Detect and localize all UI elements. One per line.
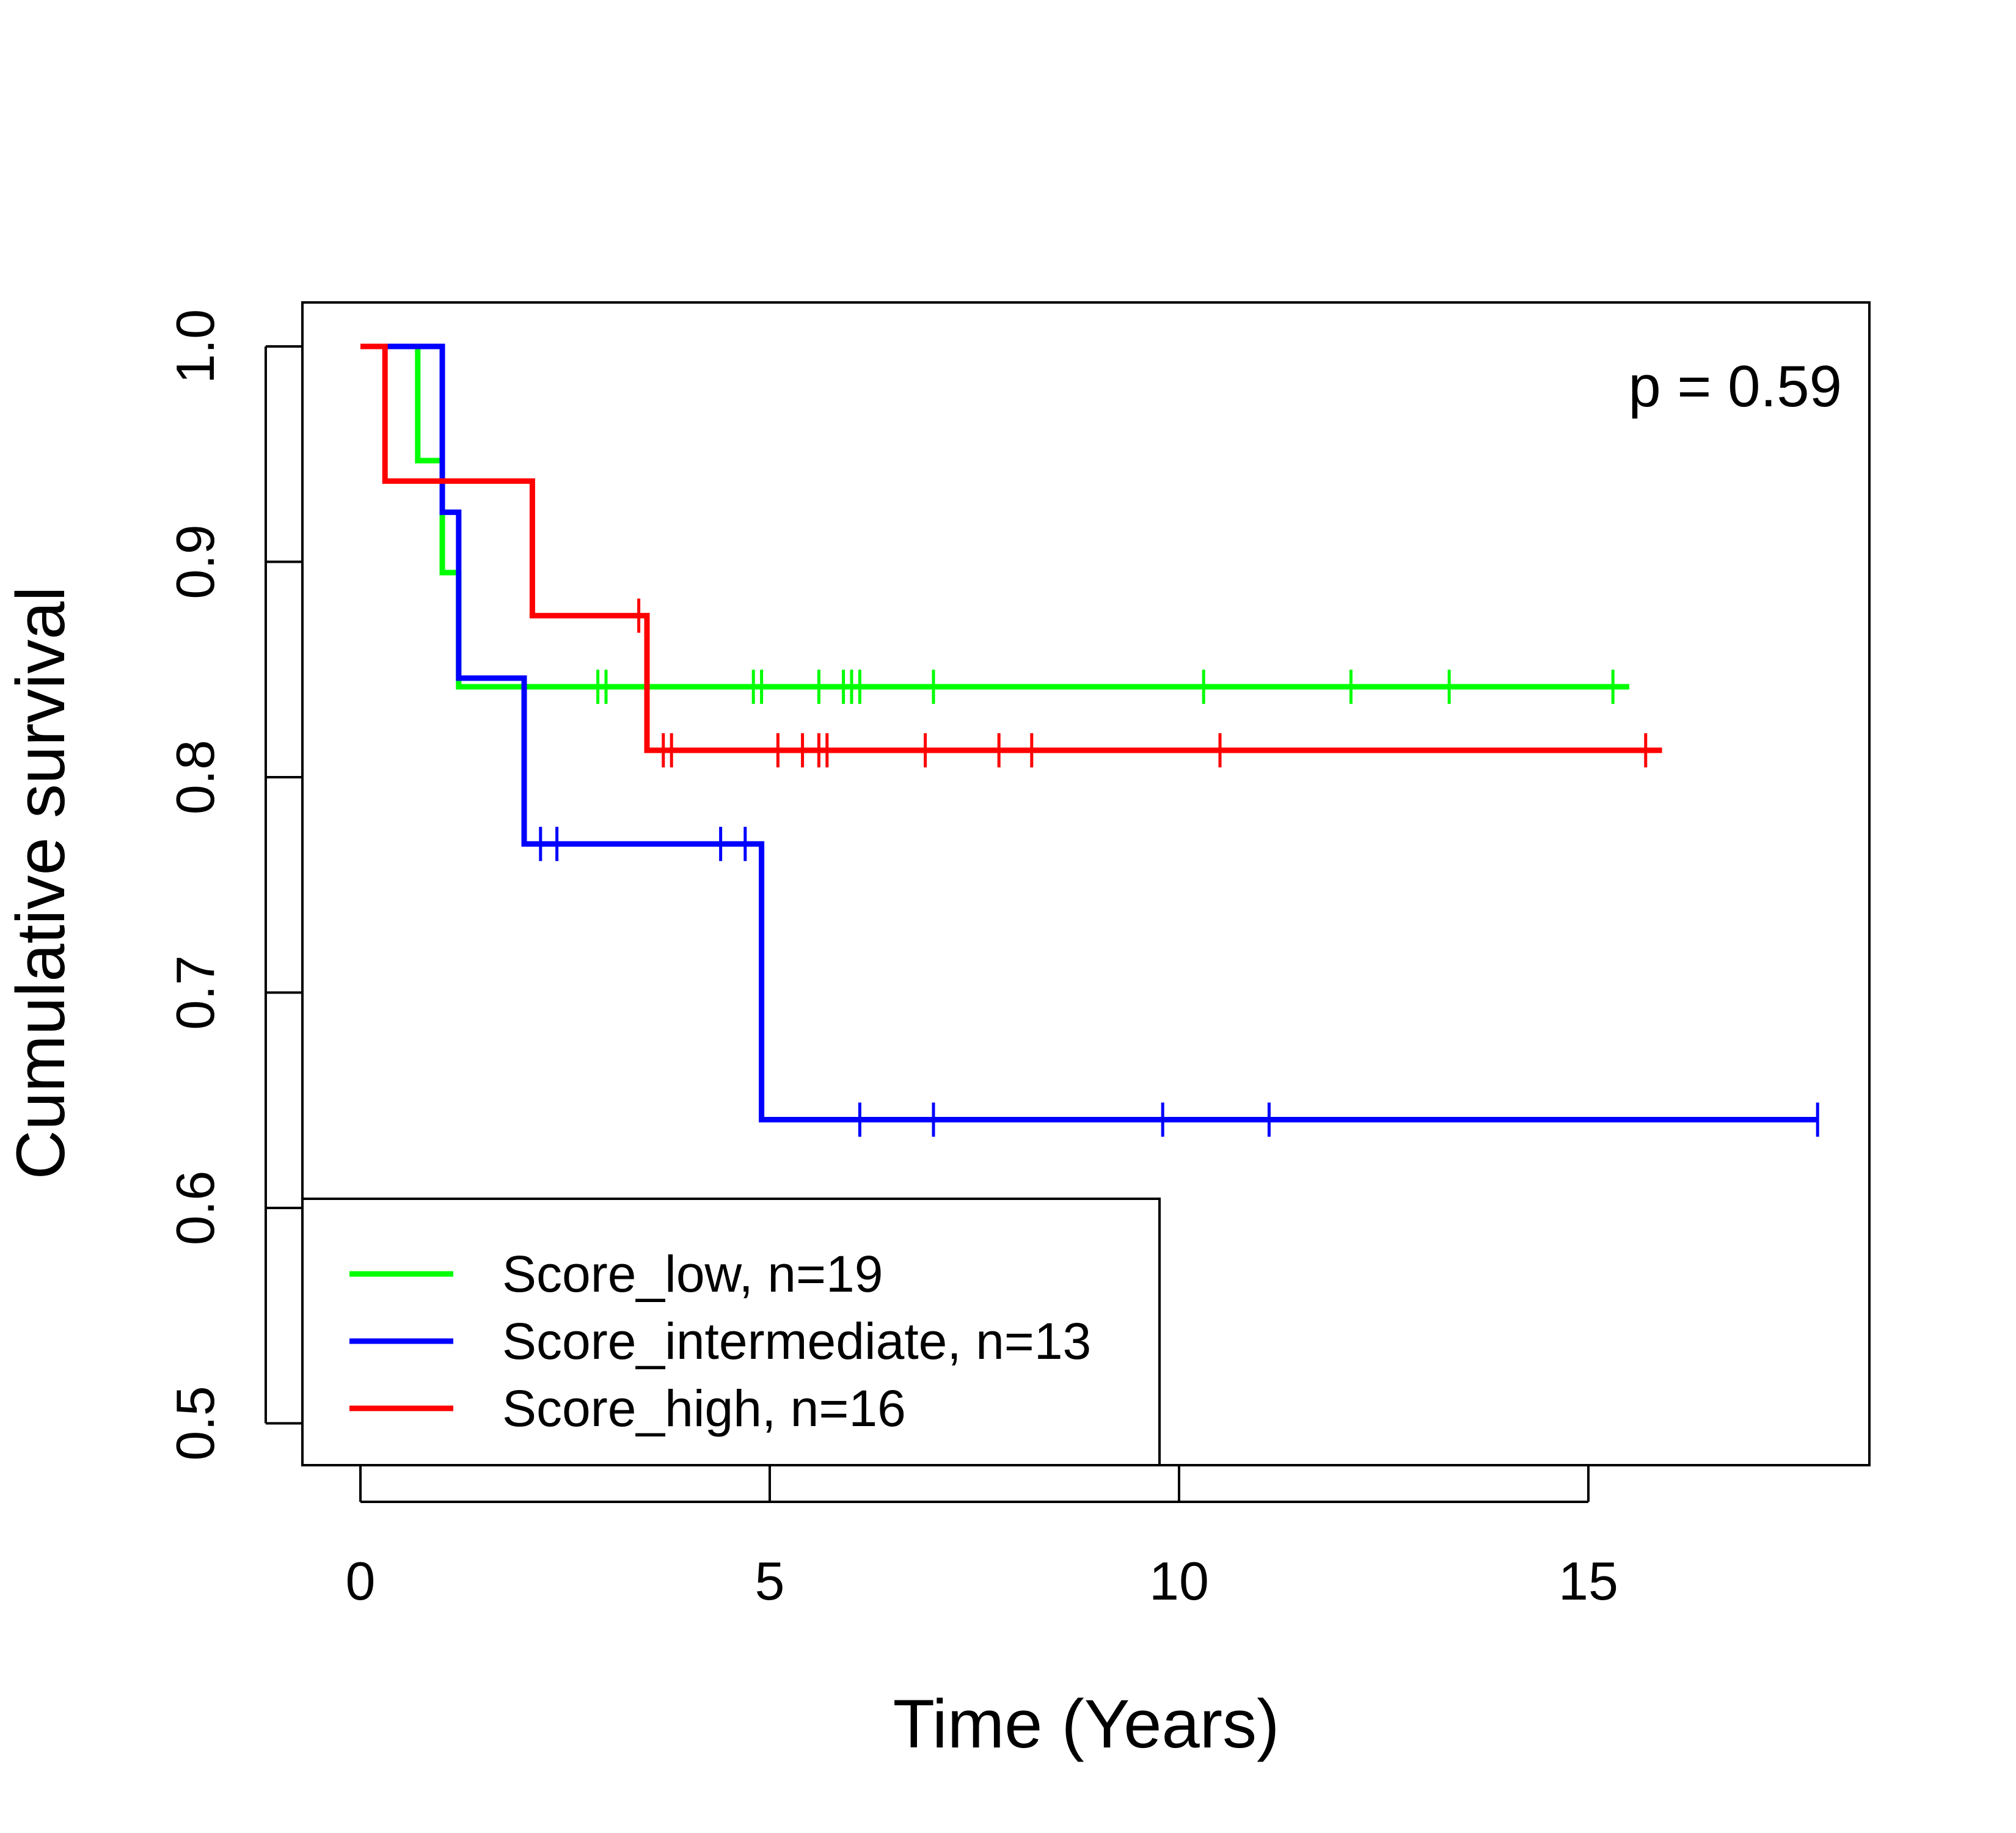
y-tick-label: 0.9 bbox=[165, 524, 225, 599]
y-tick-label: 1.0 bbox=[165, 309, 225, 384]
legend-box bbox=[301, 1198, 1161, 1466]
y-tick-label: 0.5 bbox=[165, 1386, 225, 1460]
x-tick-label: 10 bbox=[1149, 1551, 1209, 1611]
series-2 bbox=[360, 343, 1662, 767]
legend-label: Score_low, n=19 bbox=[502, 1245, 883, 1303]
legend: Score_low, n=19 Score_intermediate, n=13 S… bbox=[301, 1198, 1161, 1466]
y-tick-label: 0.6 bbox=[165, 1171, 225, 1245]
y-axis: 0.5 0.6 0.7 0.8 0.9 1.0 bbox=[165, 309, 302, 1461]
survival-curve bbox=[360, 343, 1818, 1122]
survival-curve bbox=[360, 343, 1662, 753]
x-tick-label: 0 bbox=[346, 1551, 376, 1611]
legend-label: Score_intermediate, n=13 bbox=[502, 1312, 1091, 1370]
x-tick-label: 5 bbox=[755, 1551, 785, 1611]
p-value-annotation: p = 0.59 bbox=[1628, 354, 1842, 419]
y-tick-label: 0.7 bbox=[165, 955, 225, 1030]
x-axis: 0 5 10 15 bbox=[346, 1465, 1618, 1611]
series-1 bbox=[360, 343, 1819, 1137]
y-tick-label: 0.8 bbox=[165, 740, 225, 814]
y-axis-title: Cumulative survival bbox=[2, 587, 79, 1180]
x-tick-label: 15 bbox=[1558, 1551, 1618, 1611]
survival-curves bbox=[360, 343, 1819, 1137]
survival-curve bbox=[360, 343, 1629, 690]
x-axis-title: Time (Years) bbox=[893, 1686, 1280, 1762]
legend-label: Score_high, n=16 bbox=[502, 1380, 906, 1437]
series-0 bbox=[360, 343, 1629, 704]
